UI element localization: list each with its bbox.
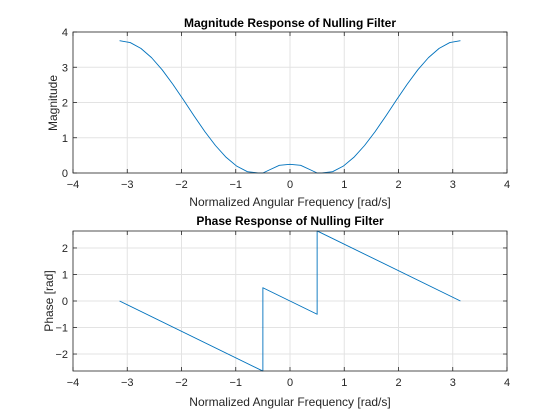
phase-y-axis-label: Phase [rad] — [42, 270, 56, 331]
magnitude-y-tick-label: 3 — [62, 62, 68, 74]
magnitude-title: Magnitude Response of Nulling Filter — [184, 16, 396, 30]
magnitude-y-tick-label: 0 — [62, 168, 68, 180]
phase-y-tick-label: −2 — [55, 349, 68, 361]
magnitude-x-tick-label: 3 — [450, 179, 456, 191]
phase-y-tick-label: −1 — [55, 323, 68, 335]
phase-title: Phase Response of Nulling Filter — [196, 214, 384, 228]
phase-x-tick-label: −2 — [175, 377, 188, 389]
magnitude-y-axis-label: Magnitude — [46, 75, 60, 131]
magnitude-x-tick-label: −2 — [175, 179, 188, 191]
magnitude-x-tick-label: 1 — [341, 179, 347, 191]
phase-axes: Phase Response of Nulling Filter Normali… — [42, 214, 510, 409]
phase-x-tick-label: 2 — [395, 377, 401, 389]
magnitude-y-tick-label: 1 — [62, 133, 68, 145]
phase-x-tick-label: 4 — [504, 377, 510, 389]
magnitude-x-tick-label: 2 — [395, 179, 401, 191]
phase-x-tick-label: −3 — [121, 377, 134, 389]
magnitude-x-tick-label: −3 — [121, 179, 134, 191]
phase-y-tick-label: 2 — [62, 243, 68, 255]
magnitude-x-tick-label: 4 — [504, 179, 510, 191]
phase-y-tick-label: 1 — [62, 269, 68, 281]
magnitude-x-tick-label: −1 — [229, 179, 242, 191]
phase-series-line — [119, 230, 461, 372]
magnitude-y-tick-label: 2 — [62, 98, 68, 110]
magnitude-x-axis-label: Normalized Angular Frequency [rad/s] — [189, 195, 390, 209]
magnitude-x-tick-label: −4 — [67, 179, 80, 191]
phase-x-tick-label: −4 — [67, 377, 80, 389]
magnitude-y-tick-label: 4 — [62, 27, 68, 39]
phase-x-axis-label: Normalized Angular Frequency [rad/s] — [189, 395, 390, 409]
phase-x-tick-label: 1 — [341, 377, 347, 389]
phase-x-tick-label: 0 — [287, 377, 293, 389]
magnitude-x-tick-label: 0 — [287, 179, 293, 191]
magnitude-axes: Magnitude Response of Nulling Filter Nor… — [46, 16, 510, 209]
phase-x-tick-label: 3 — [450, 377, 456, 389]
phase-x-tick-label: −1 — [229, 377, 242, 389]
magnitude-series-line — [119, 40, 461, 174]
phase-y-tick-label: 0 — [62, 296, 68, 308]
